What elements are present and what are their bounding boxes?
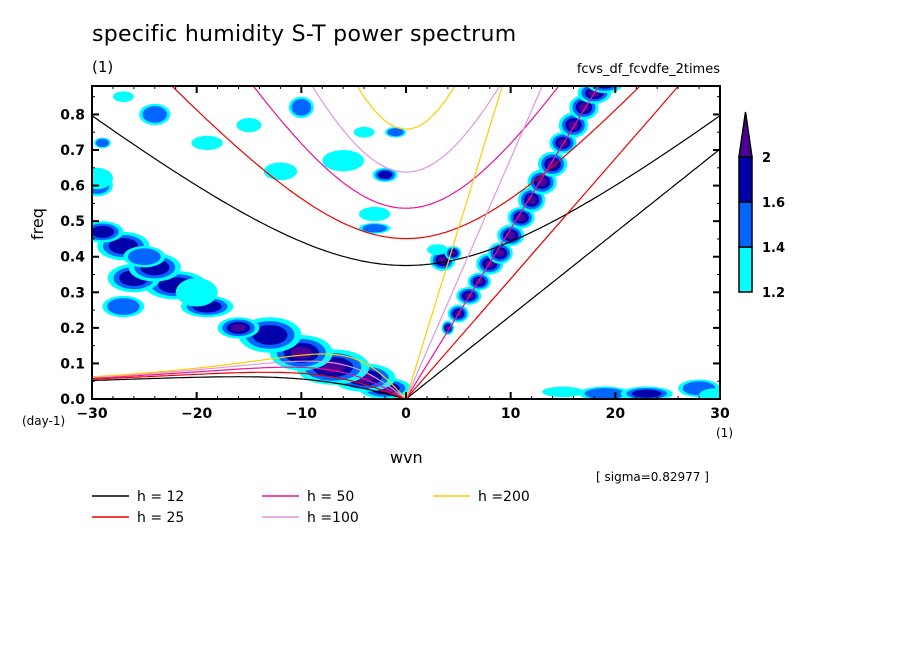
- contour-blob: [107, 298, 140, 315]
- chart-subtitle-right: fcvs_df_fcvdfe_2times: [576, 62, 720, 77]
- inertia-gravity-curve: [311, 86, 501, 173]
- x-tick-label: 20: [606, 406, 626, 422]
- sigma-annotation: [ sigma=0.82977 ]: [596, 470, 709, 484]
- colorbar-segment: [738, 156, 753, 203]
- chart-title: specific humidity S-T power spectrum: [92, 22, 517, 47]
- contour-blob: [236, 118, 262, 133]
- contour-blob: [92, 225, 115, 238]
- y-tick-label: 0.1: [60, 356, 85, 372]
- rossby-curve: [92, 353, 407, 399]
- rossby-curve: [92, 376, 407, 399]
- contour-blob: [95, 138, 109, 148]
- legend-label: h =200: [478, 489, 530, 505]
- legend-label: h = 25: [137, 510, 184, 526]
- colorbar-segment: [738, 246, 753, 293]
- contour-blob: [358, 206, 391, 222]
- legend: h = 12 h = 25 h = 50 h =100 h =200: [92, 489, 530, 526]
- contour-blob: [112, 91, 134, 103]
- contour-blob: [362, 224, 387, 233]
- chart-subtitle-left: (1): [92, 58, 114, 76]
- contour-blob: [426, 244, 448, 255]
- kelvin-curve: [405, 86, 543, 399]
- contour-blob: [291, 99, 312, 116]
- y-tick-label: 0.5: [60, 214, 85, 230]
- legend-label: h = 12: [137, 489, 184, 505]
- contour-blob: [353, 126, 375, 138]
- y-tick-label: 0.6: [60, 179, 85, 195]
- y-tick-label: 0.8: [60, 107, 85, 123]
- kelvin-curve: [405, 148, 720, 399]
- legend-label: h = 50: [307, 489, 354, 505]
- contour-blob: [142, 106, 168, 123]
- contour-blob: [387, 128, 404, 137]
- y-tick-label: 0.0: [60, 392, 85, 408]
- contour-blob: [632, 389, 662, 398]
- contour-blob: [495, 249, 505, 257]
- contour-blob: [584, 388, 626, 399]
- colorbar-label: 1.2: [762, 286, 785, 301]
- contour-blob: [603, 86, 607, 87]
- colorbar-segment: [738, 201, 753, 248]
- contour-blob: [263, 162, 298, 181]
- x-tick-label: −30: [76, 406, 107, 422]
- inertia-gravity-curve: [171, 86, 641, 240]
- kelvin-curve: [405, 86, 503, 399]
- contour-blob: [175, 278, 218, 307]
- kelvin-curve: [405, 86, 600, 399]
- contour-blob: [537, 177, 548, 187]
- y-tick-label: 0.2: [60, 321, 85, 337]
- contour-blob: [231, 324, 246, 332]
- contour-blob: [290, 346, 313, 359]
- contour-blob: [92, 167, 113, 190]
- contour-blob: [191, 135, 223, 151]
- contour-blob: [547, 160, 558, 169]
- x-axis-label: wvn: [390, 448, 423, 467]
- rossby-curve: [92, 360, 407, 399]
- colorbar: 1.2 1.4 1.6 2: [738, 111, 785, 301]
- kelvin-curve: [405, 86, 680, 399]
- y-tick-label: 0.7: [60, 143, 85, 159]
- inertia-gravity-curve: [252, 86, 560, 209]
- x-tick-label: 30: [710, 406, 730, 422]
- contour-blob: [128, 248, 161, 266]
- colorbar-label: 1.4: [762, 241, 785, 256]
- dispersion-curves: [92, 86, 720, 399]
- x-tick-label: −20: [181, 406, 212, 422]
- contour-blob: [378, 170, 393, 179]
- colorbar-label: 2: [762, 151, 771, 166]
- legend-label: h =100: [307, 510, 359, 526]
- y-tick-label: 0.4: [60, 250, 85, 266]
- plot-frame: [91, 85, 721, 400]
- contour-blob: [252, 325, 288, 345]
- contour-blob: [322, 150, 365, 172]
- contour-blob: [699, 388, 720, 399]
- x-tick-label: 10: [501, 406, 521, 422]
- inertia-gravity-curve: [92, 115, 720, 267]
- colorbar-label: 1.6: [762, 196, 785, 211]
- y-axis-unit: (day-1): [22, 414, 66, 428]
- colorbar-extend-arrow: [738, 111, 753, 158]
- contour-blob: [542, 386, 584, 398]
- y-tick-label: 0.3: [60, 285, 85, 301]
- x-tick-label: −10: [286, 406, 317, 422]
- inertia-gravity-curve: [356, 86, 456, 130]
- x-axis-unit: (1): [716, 426, 733, 440]
- rossby-curve: [92, 371, 407, 399]
- x-tick-label: 0: [401, 406, 411, 422]
- contour-fills: [92, 86, 720, 399]
- axes: −30 −20 −10 0 10 20 30 0.0 0.1 0.2 0.3 0.4 0.5 0.6 0.7…: [60, 85, 730, 422]
- rossby-curve: [92, 366, 407, 399]
